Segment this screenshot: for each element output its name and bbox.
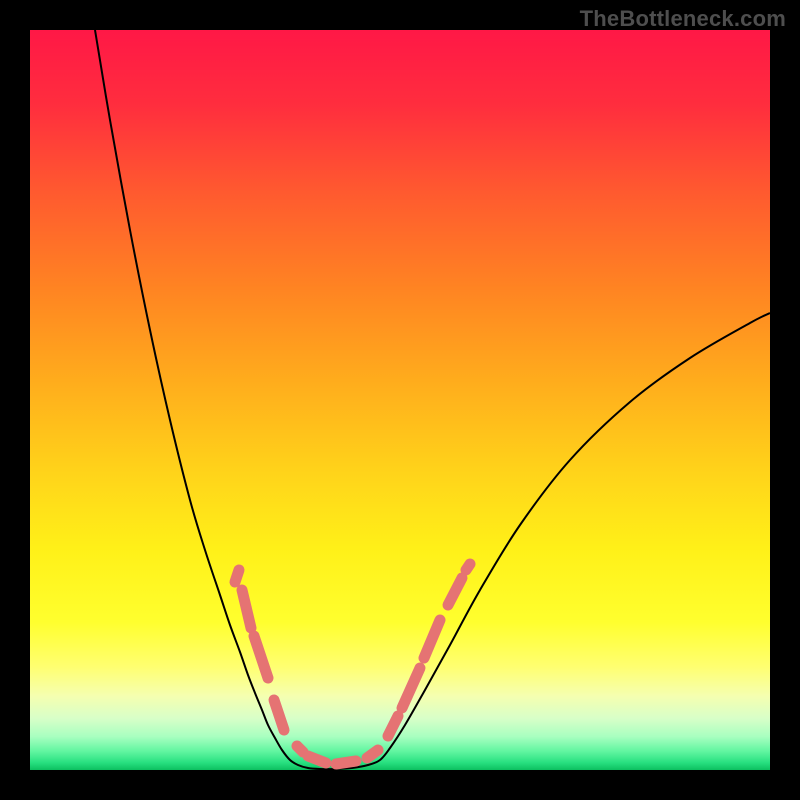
marker-segment <box>308 756 326 763</box>
marker-segment <box>297 746 303 752</box>
marker-segment <box>466 564 470 570</box>
marker-segment <box>235 570 239 582</box>
bottleneck-curve <box>95 30 770 769</box>
marker-segment <box>367 750 378 758</box>
marker-segment <box>424 620 440 658</box>
chart-frame: TheBottleneck.com <box>0 0 800 800</box>
marker-segment <box>254 636 268 678</box>
watermark-text: TheBottleneck.com <box>580 6 786 32</box>
marker-segments <box>235 564 470 764</box>
marker-segment <box>242 590 251 628</box>
marker-segment <box>274 700 284 730</box>
marker-segment <box>448 578 462 605</box>
curve-layer <box>30 30 770 770</box>
marker-segment <box>388 716 398 736</box>
plot-area <box>30 30 770 770</box>
marker-segment <box>336 761 356 764</box>
